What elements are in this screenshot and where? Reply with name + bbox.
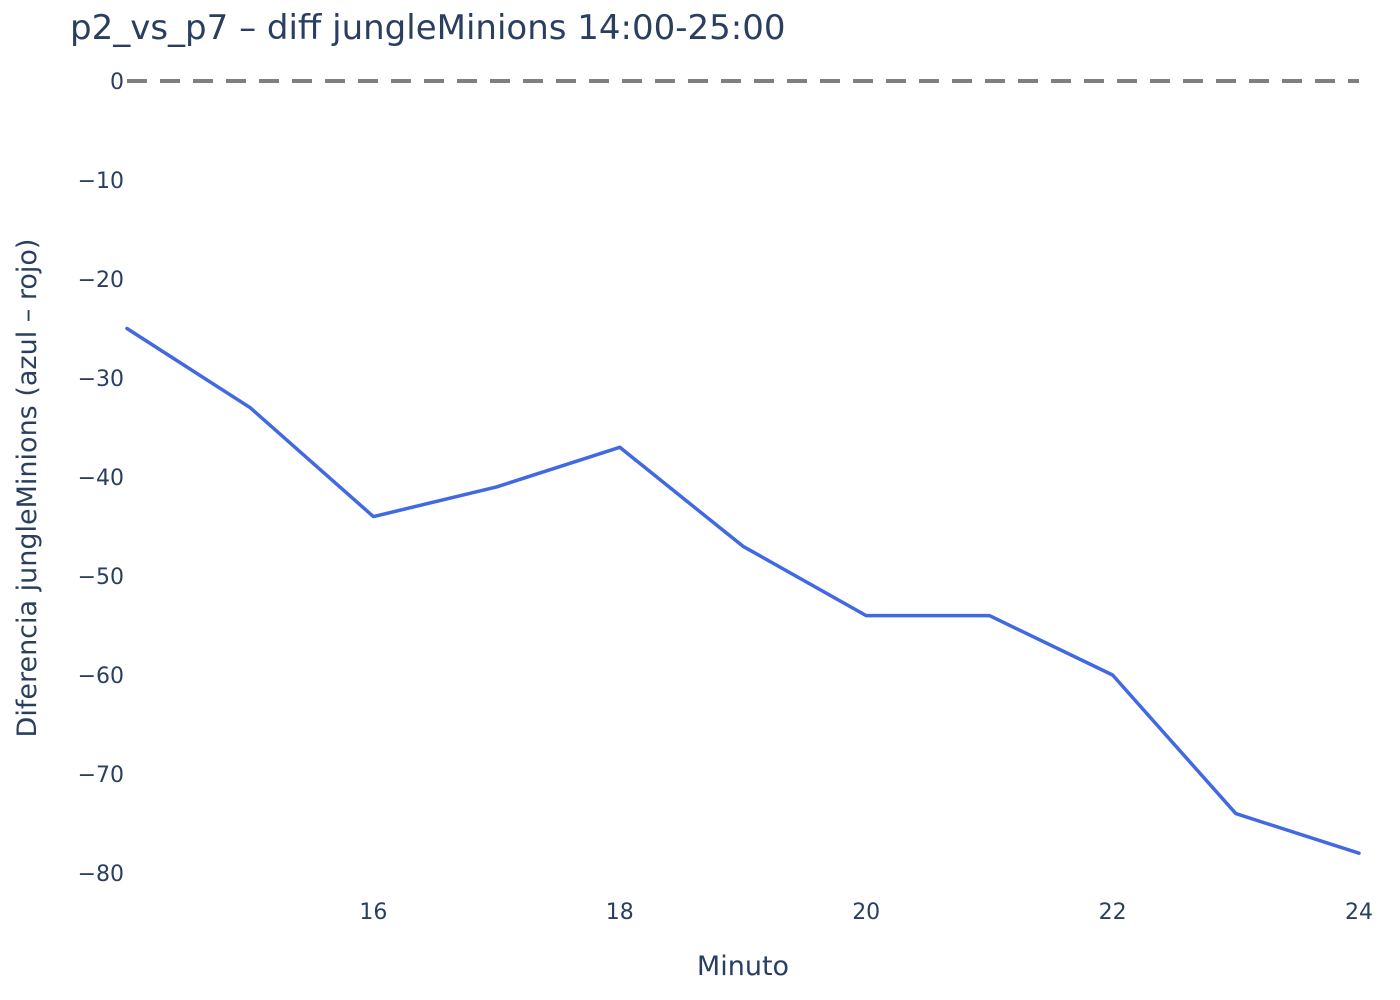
x-axis-ticks: 16 18 20 22 24 (359, 900, 1373, 925)
x-tick-label: 22 (1099, 900, 1127, 925)
y-axis-ticks: 0 −10 −20 −30 −40 −50 −60 −70 −80 (78, 70, 124, 887)
chart-title: p2_vs_p7 – diff jungleMinions 14:00-25:0… (70, 8, 786, 48)
series-layer (125, 326, 1361, 855)
y-tick-label: −20 (78, 268, 124, 293)
y-tick-label: 0 (110, 70, 124, 95)
y-tick-label: −70 (78, 763, 124, 788)
series-line (125, 326, 1361, 855)
y-tick-label: −80 (78, 862, 124, 887)
y-tick-label: −10 (78, 169, 124, 194)
y-tick-label: −30 (78, 367, 124, 392)
x-tick-label: 24 (1345, 900, 1373, 925)
x-tick-label: 20 (852, 900, 880, 925)
y-tick-label: −50 (78, 565, 124, 590)
x-tick-label: 18 (606, 900, 634, 925)
y-tick-label: −60 (78, 664, 124, 689)
y-tick-label: −40 (78, 466, 124, 491)
x-tick-label: 16 (359, 900, 387, 925)
x-axis-title: Minuto (697, 951, 789, 982)
y-axis-title: Diferencia jungleMinions (azul – rojo) (12, 239, 43, 738)
